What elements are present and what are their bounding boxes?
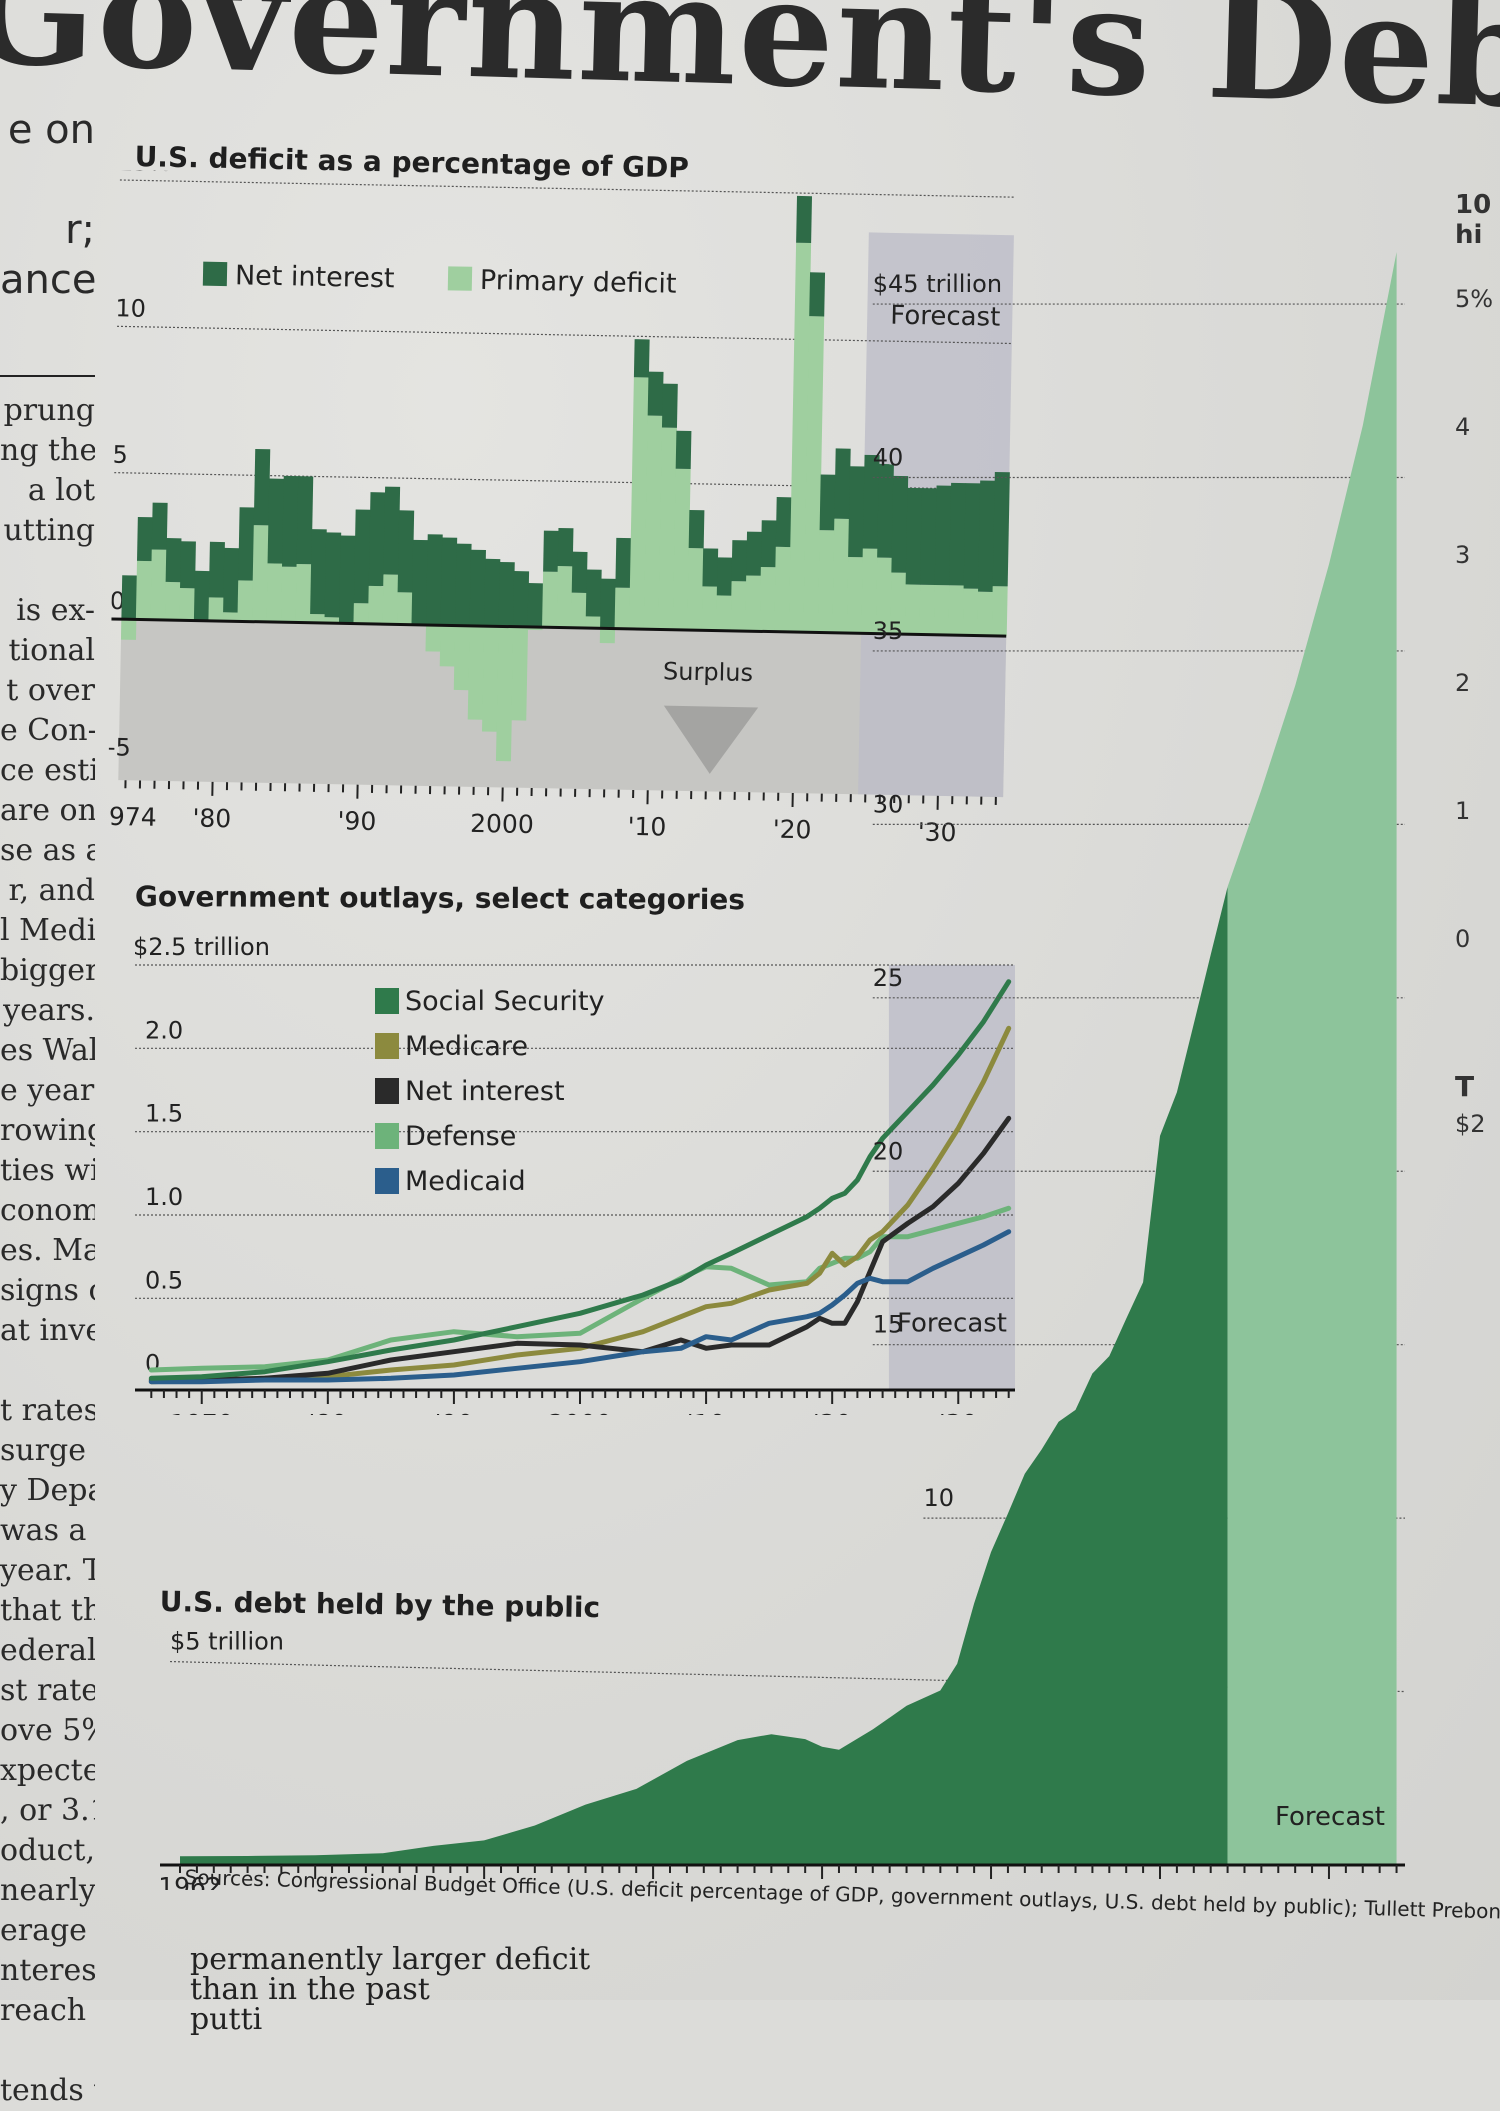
article-line bbox=[0, 305, 95, 355]
article-line: reach 3.9% of bbox=[0, 1991, 95, 2031]
article-line: putti bbox=[190, 2005, 590, 2035]
historical-debt-area bbox=[180, 887, 1228, 1865]
article-line: t over bbox=[0, 671, 95, 711]
article-line: t rates to bbox=[0, 1391, 95, 1431]
article-line: erage of 1.6% bbox=[0, 1911, 95, 1951]
article-line: r, and bbox=[0, 871, 95, 911]
article-line: surge in bbox=[0, 1431, 95, 1471]
article-line: ties will bbox=[0, 1151, 95, 1191]
article-line: y Depart- bbox=[0, 1471, 95, 1511]
article-line: e years- bbox=[0, 1071, 95, 1111]
article-line: ance bbox=[0, 255, 95, 305]
article-line bbox=[0, 155, 95, 205]
article-line: permanently larger deficit bbox=[190, 1945, 590, 1975]
right-chart-title: hi bbox=[1455, 220, 1482, 250]
right-chart-tick: 1 bbox=[1455, 797, 1470, 825]
article-line: e Con- bbox=[0, 711, 95, 751]
right-chart-tick: 2 bbox=[1455, 669, 1470, 697]
article-line: nterest costs bbox=[0, 1951, 95, 1991]
right-next-title: T bbox=[1455, 1070, 1474, 1103]
article-line: oduct, on in- bbox=[0, 1831, 95, 1871]
y-tick-label: 30 bbox=[873, 790, 904, 818]
y-tick-label: 15 bbox=[873, 1311, 904, 1339]
right-chart-tick: 5% bbox=[1455, 285, 1493, 313]
article-line: a lot bbox=[0, 471, 95, 511]
article-line: e on bbox=[0, 105, 95, 155]
article-line: ce esti- bbox=[0, 751, 95, 791]
article-line: ederal Re- bbox=[0, 1631, 95, 1671]
article-line: ove 5%. bbox=[0, 1711, 95, 1751]
forecast-debt-area bbox=[1228, 252, 1397, 1865]
article-line: bigger bbox=[0, 951, 95, 991]
article-line: tends to bbox=[0, 2071, 95, 2111]
article-line: that then bbox=[0, 1591, 95, 1631]
article-line: utting bbox=[0, 511, 95, 551]
article-line: r; bbox=[0, 205, 95, 255]
right-chart-tick: 0 bbox=[1455, 925, 1470, 953]
y-tick-label: -5 bbox=[107, 733, 131, 761]
article-line: than in the past bbox=[190, 1975, 590, 2005]
y-tick-label: 20 bbox=[873, 1137, 904, 1165]
right-chart-tick: 4 bbox=[1455, 413, 1470, 441]
right-chart-title: 10 bbox=[1455, 190, 1491, 220]
article-line: ng the bbox=[0, 431, 95, 471]
y-tick-label: 15% bbox=[118, 170, 172, 177]
right-next-unit: $2 bbox=[1455, 1110, 1486, 1138]
net-interest-bar bbox=[121, 575, 137, 619]
article-line: tional bbox=[0, 631, 95, 671]
article-line: at inves- bbox=[0, 1311, 95, 1351]
divider bbox=[0, 375, 95, 377]
y-tick-label: 5 bbox=[112, 441, 128, 469]
article-line: nearly dou- bbox=[0, 1871, 95, 1911]
article-line: year. The bbox=[0, 1551, 95, 1591]
article-line: se as a bbox=[0, 831, 95, 871]
article-line: signs of bbox=[0, 1271, 95, 1311]
article-line: prung bbox=[0, 391, 95, 431]
article-line: st rates to bbox=[0, 1671, 95, 1711]
y-tick-label: 35 bbox=[873, 617, 904, 645]
forecast-label: Forecast bbox=[1275, 1802, 1385, 1832]
article-line: xpected to bbox=[0, 1751, 95, 1791]
y-tick-label: $5 trillion bbox=[170, 1628, 284, 1656]
article-line bbox=[0, 551, 95, 591]
article-line: is ex- bbox=[0, 591, 95, 631]
right-chart-tick: 3 bbox=[1455, 541, 1470, 569]
article-line: , or 3.1% of bbox=[0, 1791, 95, 1831]
article-line: l Medi- bbox=[0, 911, 95, 951]
y-tick-label: 10 bbox=[923, 1484, 954, 1512]
article-line: was a re- bbox=[0, 1511, 95, 1551]
article-line: es. Mar- bbox=[0, 1231, 95, 1271]
article-line: es Wall bbox=[0, 1031, 95, 1071]
article-line: conomic bbox=[0, 1191, 95, 1231]
article-line: rowing bbox=[0, 1111, 95, 1151]
y-tick-label: 40 bbox=[873, 444, 904, 472]
article-line: years. bbox=[0, 991, 95, 1031]
y-tick-label: 25 bbox=[873, 964, 904, 992]
article-line bbox=[0, 1351, 95, 1391]
article-line: are on bbox=[0, 791, 95, 831]
article-line bbox=[0, 2031, 95, 2071]
y-tick-label: $45 trillion bbox=[873, 270, 1002, 298]
primary-surplus-bar bbox=[121, 619, 136, 640]
